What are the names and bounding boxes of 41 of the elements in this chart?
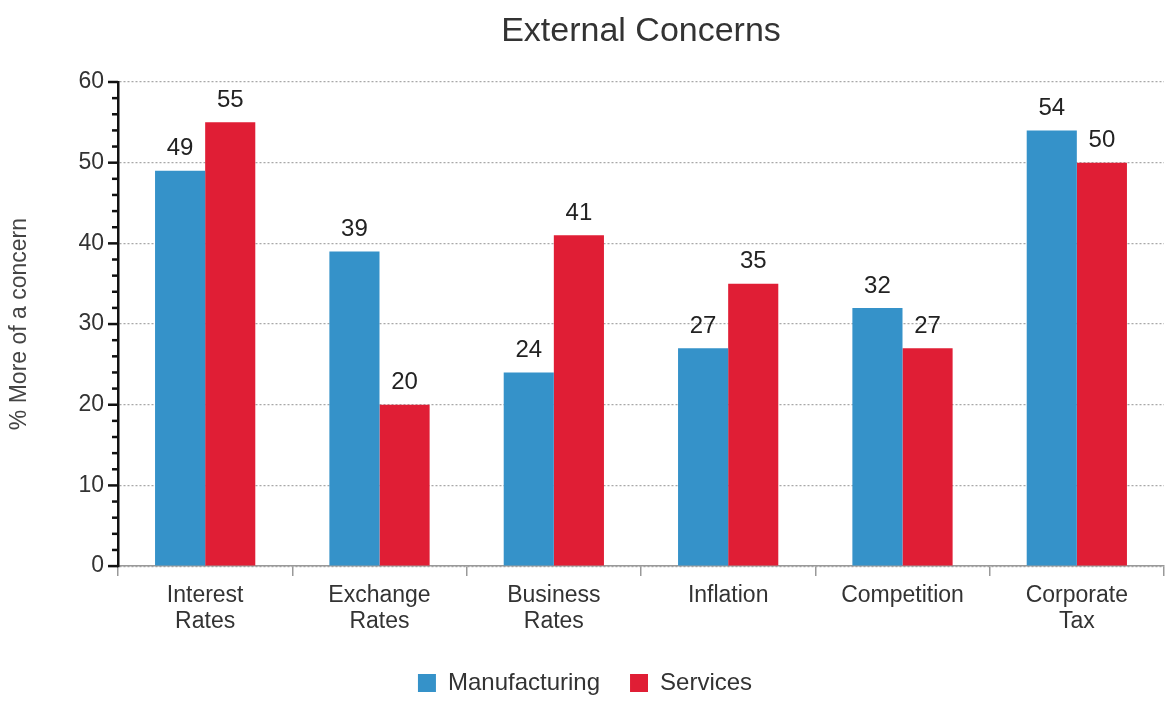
- bar: [379, 404, 430, 566]
- y-tick-label: 40: [78, 228, 104, 255]
- y-tick-label: 20: [78, 390, 104, 417]
- bar: [205, 122, 256, 566]
- bar: [155, 170, 206, 566]
- bar: [852, 307, 903, 566]
- x-tick-label: Corporate Tax: [1025, 580, 1128, 634]
- bar: [329, 251, 380, 566]
- data-label: 24: [515, 335, 543, 363]
- data-label: 32: [864, 270, 891, 298]
- bar: [1076, 162, 1127, 566]
- data-label: 54: [1038, 93, 1066, 121]
- x-tick-label: Interest Rates: [166, 580, 245, 634]
- y-tick-label: 50: [78, 148, 104, 175]
- y-tick-label: 30: [78, 309, 104, 336]
- data-label: 27: [689, 310, 717, 338]
- data-label: 39: [341, 214, 368, 242]
- data-label: 55: [216, 84, 244, 112]
- data-label: 35: [739, 246, 767, 274]
- data-label: 50: [1088, 125, 1116, 153]
- bar: [1026, 130, 1077, 566]
- x-tick-label: Exchange Rates: [328, 580, 431, 634]
- data-label: 41: [565, 197, 593, 225]
- bar: [553, 235, 604, 566]
- data-label: 20: [391, 367, 418, 395]
- y-tick-label: 0: [91, 551, 104, 578]
- bar: [503, 372, 554, 566]
- chart-title: External Concerns: [501, 10, 781, 49]
- bar: [678, 348, 729, 566]
- y-tick-label: 60: [78, 67, 104, 94]
- bar: [728, 283, 779, 566]
- x-tick-label: Business Rates: [507, 580, 601, 634]
- y-axis-title: % More of a concern: [5, 217, 32, 431]
- bar: [902, 348, 953, 566]
- legend-label: Manufacturing: [447, 667, 601, 695]
- legend-label: Services: [660, 667, 753, 695]
- data-label: 27: [914, 310, 941, 338]
- x-tick-label: Inflation: [687, 580, 769, 607]
- data-label: 49: [166, 133, 194, 161]
- x-tick-label: Competition: [841, 580, 964, 607]
- y-tick-label: 10: [78, 470, 104, 497]
